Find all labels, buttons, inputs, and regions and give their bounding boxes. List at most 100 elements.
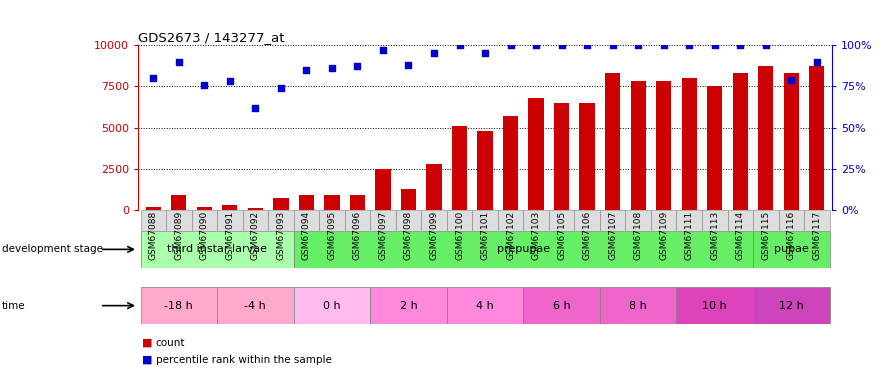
Point [299,67,313,73]
Point [222,78,237,84]
FancyBboxPatch shape [344,210,370,231]
Text: GSM67114: GSM67114 [736,211,745,260]
Point [708,42,722,48]
FancyBboxPatch shape [447,287,523,324]
Text: GSM67101: GSM67101 [481,211,490,260]
FancyBboxPatch shape [600,210,626,231]
FancyBboxPatch shape [447,210,473,231]
Point [810,58,824,64]
FancyBboxPatch shape [727,210,753,231]
Point [733,42,748,48]
Bar [784,73,799,210]
Text: GSM67094: GSM67094 [302,211,311,260]
Point [529,42,543,48]
Bar [324,195,340,210]
Bar [554,103,570,210]
Text: ■: ■ [142,338,153,348]
FancyBboxPatch shape [676,287,753,324]
Text: 0 h: 0 h [323,301,341,310]
Bar [299,195,314,210]
Text: third instar larvae: third instar larvae [167,244,267,254]
Point [401,62,416,68]
FancyBboxPatch shape [268,210,294,231]
Bar [477,131,493,210]
Bar [350,195,365,210]
FancyBboxPatch shape [141,231,294,268]
Bar [426,164,441,210]
Point [376,47,390,53]
Text: GSM67100: GSM67100 [455,211,464,260]
FancyBboxPatch shape [753,287,829,324]
Bar [273,198,288,210]
Text: count: count [156,338,185,348]
Point [631,42,645,48]
Bar [758,66,773,210]
FancyBboxPatch shape [294,210,320,231]
Point [478,50,492,56]
FancyBboxPatch shape [651,210,676,231]
Text: GSM67108: GSM67108 [634,211,643,260]
Bar [656,81,671,210]
FancyBboxPatch shape [779,210,804,231]
Point [682,42,696,48]
FancyBboxPatch shape [320,210,344,231]
Text: GSM67111: GSM67111 [684,211,693,260]
FancyBboxPatch shape [421,210,447,231]
Text: GSM67098: GSM67098 [404,211,413,260]
FancyBboxPatch shape [523,210,549,231]
Text: GSM67107: GSM67107 [608,211,617,260]
Text: ■: ■ [142,355,153,365]
Text: GSM67116: GSM67116 [787,211,796,260]
FancyBboxPatch shape [217,287,294,324]
Point [274,85,288,91]
Text: GSM67088: GSM67088 [149,211,158,260]
Text: GSM67092: GSM67092 [251,211,260,260]
Text: GSM67115: GSM67115 [761,211,770,260]
Point [452,42,466,48]
FancyBboxPatch shape [676,210,702,231]
Text: GSM67105: GSM67105 [557,211,566,260]
Text: 6 h: 6 h [553,301,570,310]
FancyBboxPatch shape [141,210,166,231]
Bar [529,98,544,210]
FancyBboxPatch shape [294,287,370,324]
FancyBboxPatch shape [804,210,829,231]
Text: development stage: development stage [2,244,102,254]
Text: GSM67099: GSM67099 [430,211,439,260]
Point [146,75,160,81]
Text: pupae: pupae [774,244,809,254]
Text: GSM67106: GSM67106 [583,211,592,260]
FancyBboxPatch shape [498,210,523,231]
Text: GSM67091: GSM67091 [225,211,234,260]
FancyBboxPatch shape [473,210,498,231]
Point [657,42,671,48]
Bar [247,207,263,210]
Text: GSM67109: GSM67109 [659,211,668,260]
FancyBboxPatch shape [549,210,574,231]
Bar [222,205,238,210]
Text: -4 h: -4 h [245,301,266,310]
Text: GSM67097: GSM67097 [378,211,387,260]
Bar [197,207,212,210]
Bar [630,81,646,210]
FancyBboxPatch shape [243,210,268,231]
Text: GSM67090: GSM67090 [200,211,209,260]
Text: GDS2673 / 143277_at: GDS2673 / 143277_at [138,31,285,44]
Text: GSM67095: GSM67095 [328,211,336,260]
FancyBboxPatch shape [626,210,651,231]
Text: GSM67102: GSM67102 [506,211,515,260]
Point [248,105,263,111]
Point [198,82,212,88]
Point [325,65,339,71]
FancyBboxPatch shape [753,210,779,231]
Bar [146,207,161,210]
Text: GSM67096: GSM67096 [353,211,362,260]
FancyBboxPatch shape [141,287,217,324]
Text: 10 h: 10 h [702,301,727,310]
Bar [400,189,417,210]
Point [605,42,619,48]
FancyBboxPatch shape [600,287,676,324]
Bar [707,86,723,210]
Bar [579,103,595,210]
FancyBboxPatch shape [217,210,243,231]
